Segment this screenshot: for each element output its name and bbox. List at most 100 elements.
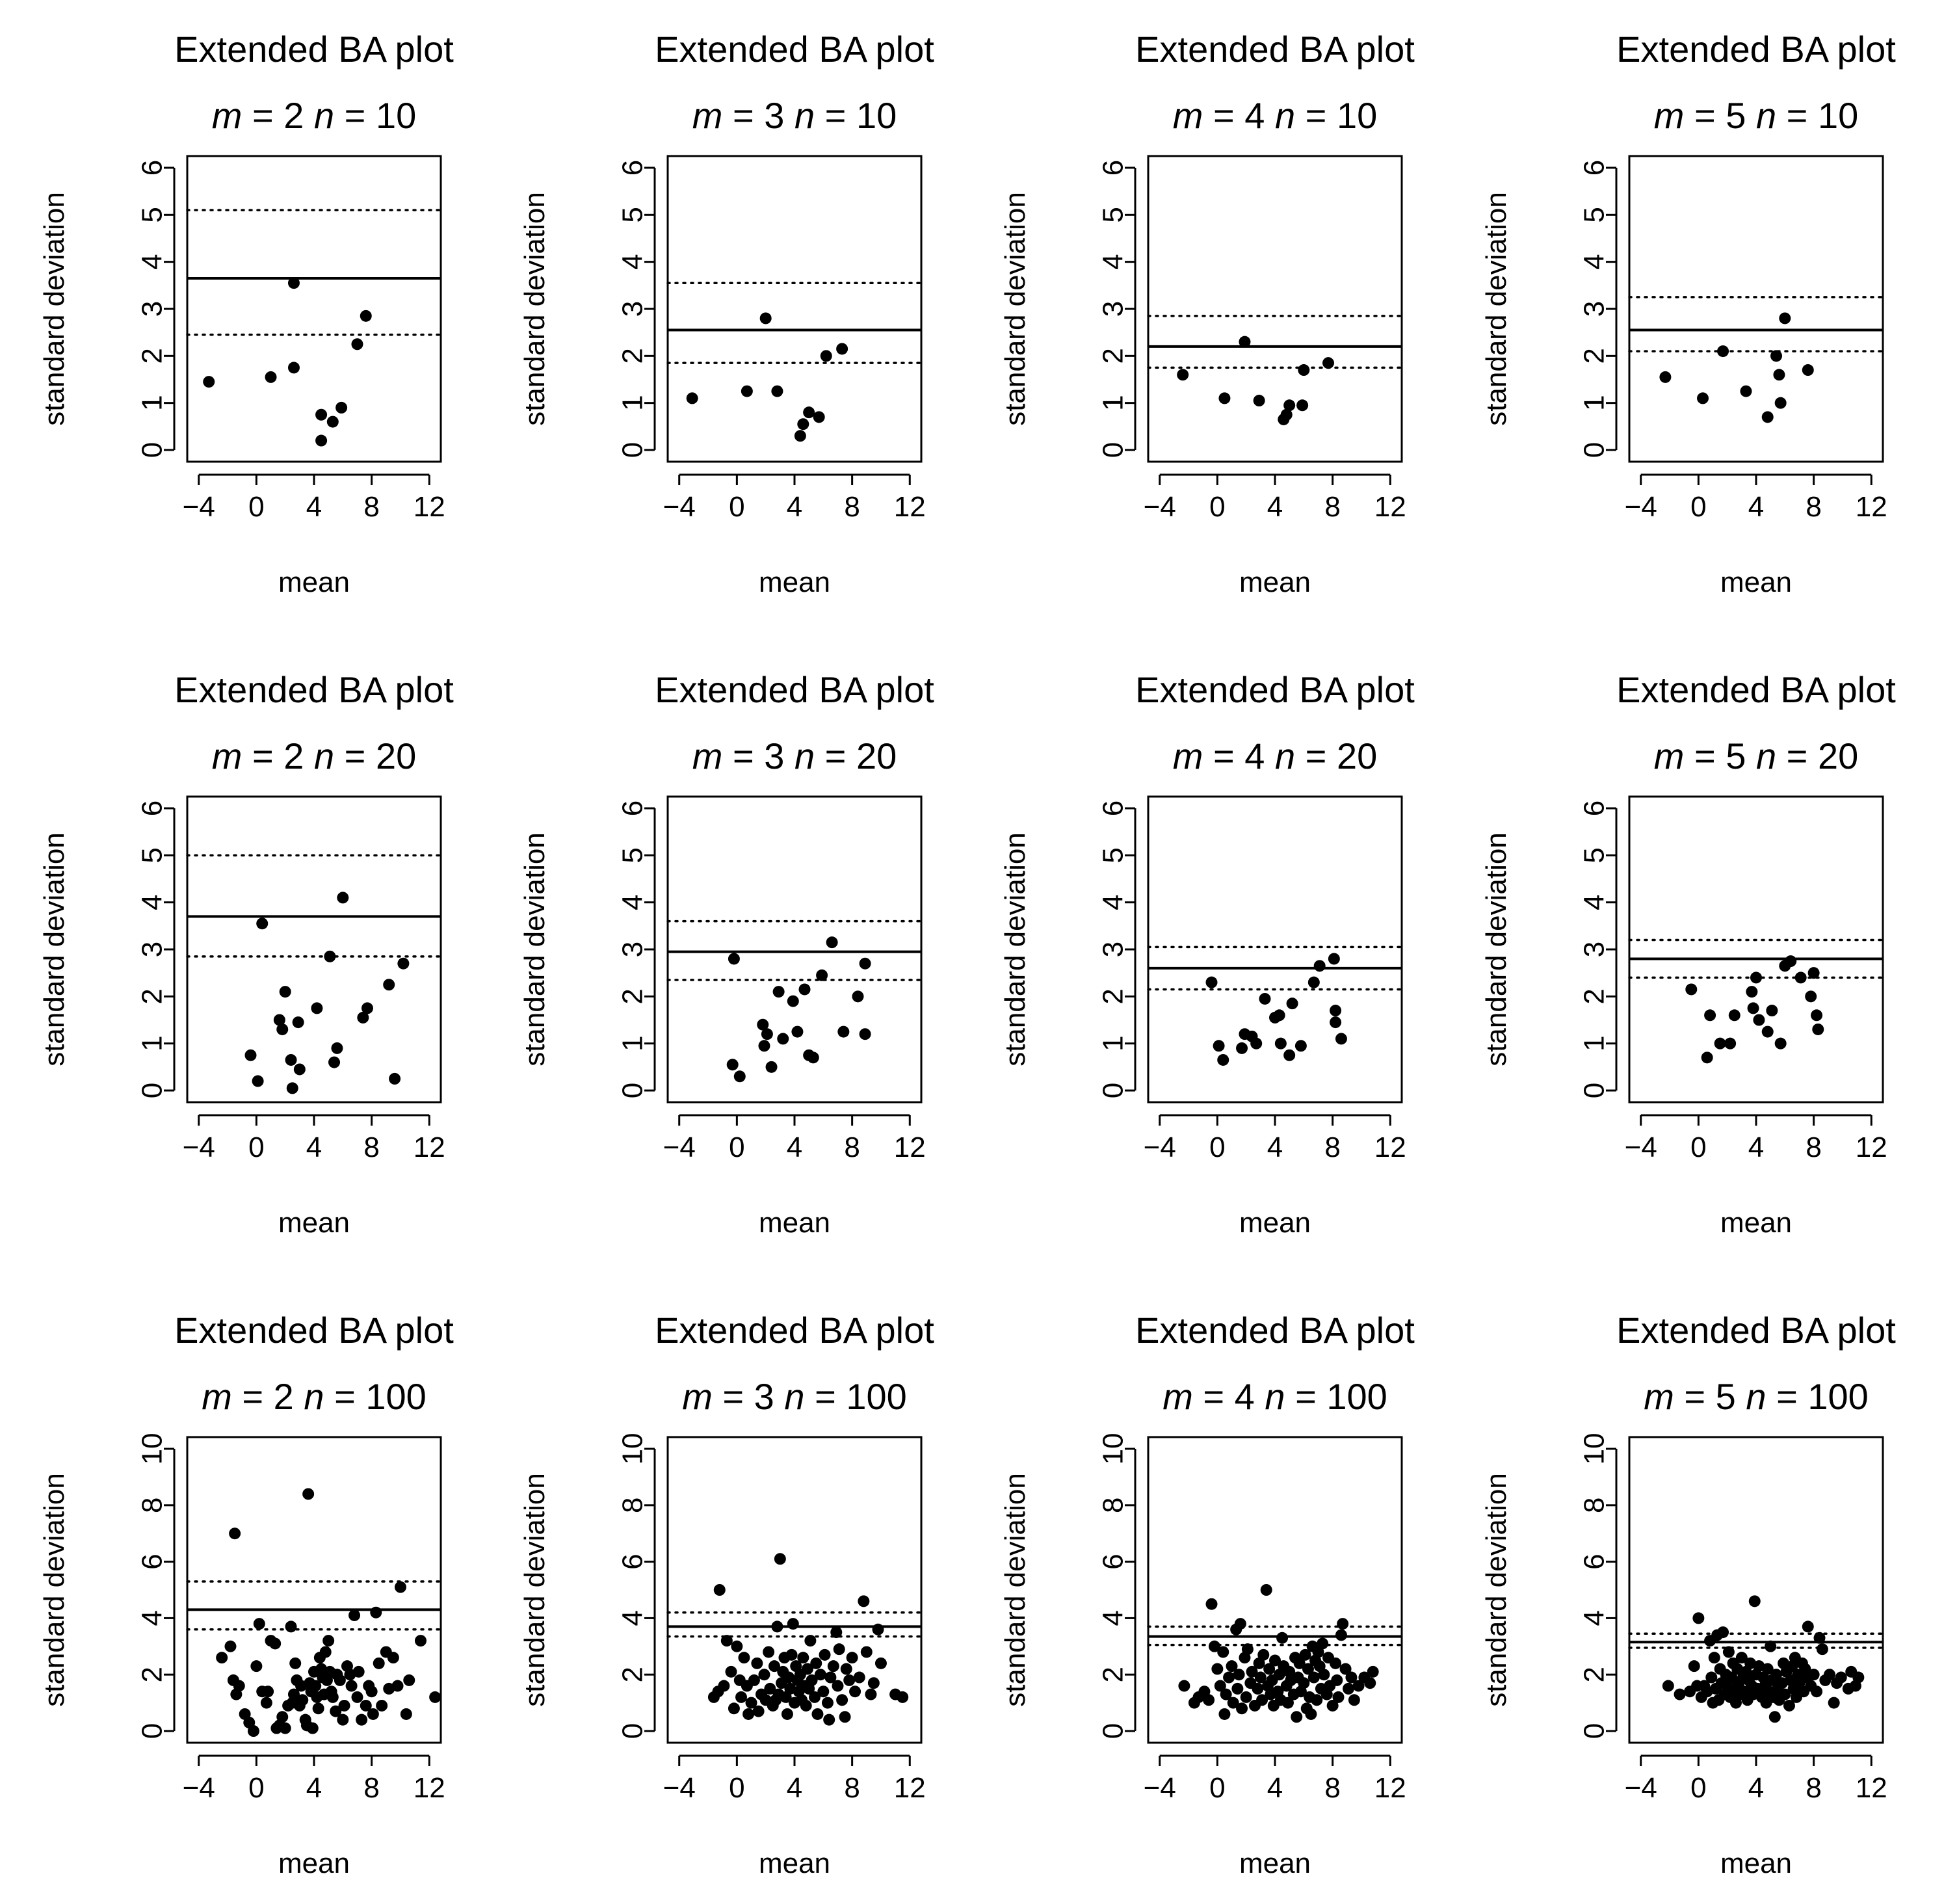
data-point (807, 1051, 819, 1064)
data-point (787, 995, 799, 1007)
data-point (1259, 992, 1271, 1005)
data-point (731, 1640, 743, 1652)
data-point (1317, 1637, 1329, 1650)
data-point (1704, 1009, 1716, 1022)
data-point (874, 1657, 887, 1669)
data-point (897, 1691, 909, 1703)
x-tick-label: 0 (1209, 1772, 1225, 1804)
data-point (389, 1072, 401, 1085)
y-axis-label: standard deviation (999, 1473, 1031, 1707)
data-point (824, 1671, 837, 1684)
m-label: m (1162, 1376, 1193, 1417)
x-tick-label: 0 (248, 1131, 264, 1163)
data-point (1352, 1680, 1365, 1692)
data-point (849, 1686, 861, 1698)
data-point (832, 1680, 844, 1692)
x-tick-label: 0 (729, 1772, 744, 1804)
data-point (1253, 395, 1265, 407)
data-point (326, 1691, 339, 1703)
data-point (302, 1488, 315, 1500)
x-tick-label: 8 (1806, 491, 1821, 523)
y-tick-label: 5 (1097, 207, 1129, 222)
y-tick-label: 6 (137, 1554, 168, 1569)
data-point (1724, 1037, 1737, 1050)
plot-frame (1628, 795, 1884, 1104)
x-tick-label: 4 (306, 1131, 322, 1163)
data-point (1828, 1697, 1840, 1709)
data-point (273, 1014, 285, 1026)
m-label: m (202, 1376, 232, 1417)
m-value: 2 (283, 735, 304, 776)
y-tick-label: 6 (1579, 1554, 1610, 1569)
x-tick-label: 8 (844, 491, 860, 523)
panel-subtitle: m = 3 n = 20 (692, 735, 897, 776)
data-point (361, 1002, 373, 1014)
data-point (311, 1002, 323, 1014)
data-point (865, 1688, 877, 1700)
n-value: 20 (856, 735, 897, 776)
data-point (397, 957, 410, 970)
y-tick-label: 1 (1097, 1035, 1129, 1051)
data-point (813, 411, 825, 423)
data-point (826, 936, 838, 949)
data-point (742, 1708, 755, 1720)
m-value: 5 (1726, 95, 1746, 136)
data-point (356, 1713, 368, 1726)
data-point (852, 990, 864, 1003)
data-point (230, 1688, 243, 1700)
data-point (1307, 1671, 1320, 1684)
m-label: m (212, 735, 243, 776)
data-point (1220, 1688, 1232, 1700)
data-point (1779, 312, 1791, 324)
data-point (1240, 1691, 1252, 1703)
data-point (352, 1665, 365, 1678)
data-point (836, 343, 848, 355)
y-axis-label: standard deviation (38, 1473, 70, 1707)
y-axis-label: standard deviation (1480, 832, 1512, 1066)
y-tick-label: 1 (1097, 395, 1129, 410)
data-point (1226, 1660, 1238, 1673)
data-point (1241, 1643, 1254, 1656)
data-point (1813, 1632, 1826, 1644)
data-point (1263, 1663, 1276, 1675)
data-point (1765, 1640, 1777, 1652)
data-point (256, 918, 269, 930)
panel-title: Extended BA plot (1616, 669, 1896, 710)
y-axis-label: standard deviation (519, 1473, 551, 1707)
x-tick-label: −4 (1625, 1131, 1657, 1163)
x-tick-label: 12 (414, 491, 445, 523)
data-point (322, 1635, 335, 1647)
data-point (289, 1657, 302, 1669)
data-point (858, 1595, 870, 1607)
y-tick-label: 6 (617, 160, 649, 176)
y-tick-label: 3 (1579, 942, 1610, 957)
y-axis-label: standard deviation (999, 832, 1031, 1066)
data-point (285, 1620, 297, 1633)
data-point (1802, 1620, 1814, 1633)
y-tick-label: 2 (617, 1667, 649, 1682)
data-point (1208, 1640, 1220, 1652)
data-point (269, 1637, 282, 1650)
y-axis-label: standard deviation (38, 192, 70, 426)
n-value: 10 (856, 95, 897, 136)
data-point (1674, 1688, 1686, 1700)
data-point (748, 1674, 760, 1686)
data-point (1824, 1669, 1836, 1681)
data-point (365, 1686, 378, 1698)
data-point (400, 1708, 412, 1720)
data-point (391, 1680, 404, 1692)
data-point (328, 1056, 341, 1068)
data-point (814, 1669, 826, 1681)
panel-title: Extended BA plot (1135, 669, 1415, 710)
panel-subtitle: m = 2 n = 10 (212, 95, 416, 136)
n-label: n (1275, 735, 1295, 776)
x-axis-label: mean (759, 1207, 830, 1239)
data-point (253, 1618, 265, 1630)
plot-frame (1628, 155, 1884, 463)
data-point (429, 1691, 441, 1703)
x-axis-label: mean (278, 1847, 350, 1879)
n-label: n (1756, 735, 1776, 776)
